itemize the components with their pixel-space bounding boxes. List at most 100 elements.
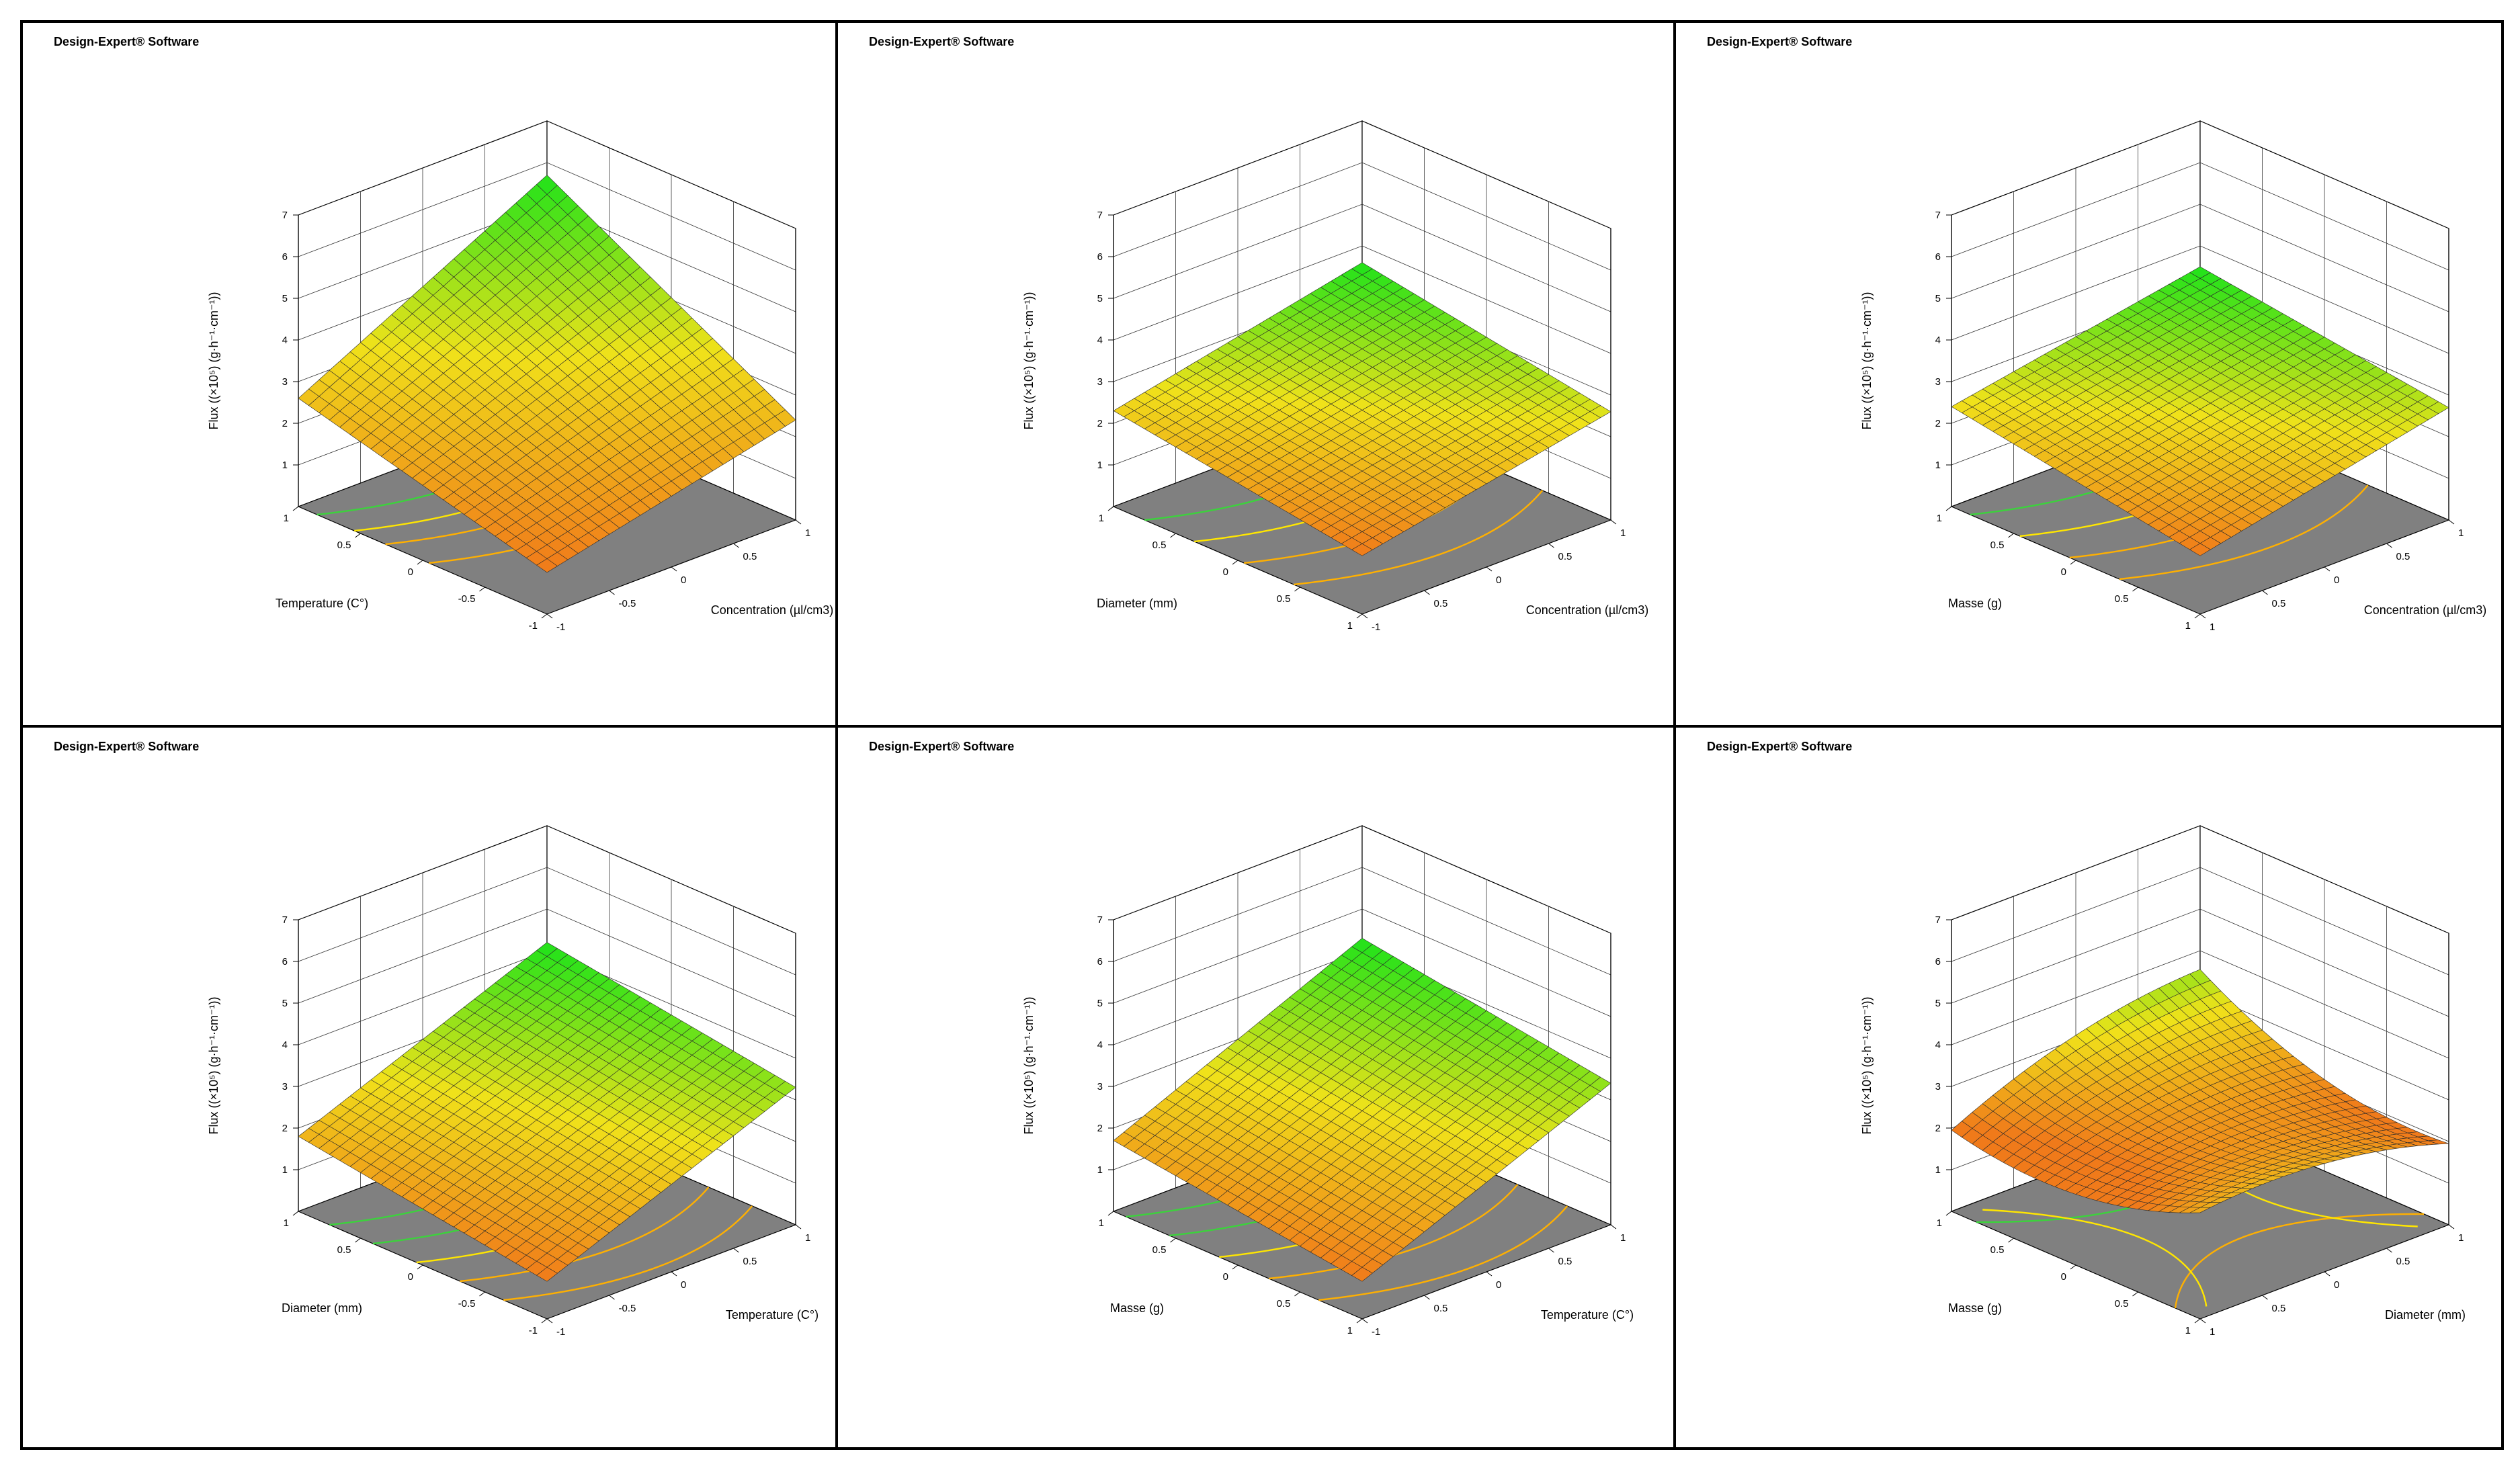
wall-gridline — [1113, 245, 1611, 354]
y-tick — [1424, 1295, 1430, 1300]
x-tick-label: 0 — [2061, 566, 2066, 578]
y-tick-label: 0.5 — [1558, 1256, 1572, 1267]
floor-contour — [2119, 484, 2369, 580]
z-tick-label: 2 — [1935, 418, 1941, 429]
x-axis-label: Masse (g) — [1110, 1301, 1164, 1315]
x-tick-label: 0.5 — [2115, 1298, 2129, 1309]
y-tick — [2386, 1248, 2392, 1253]
z-axis-label: Flux ((×10⁵) (g·h⁻¹·cm⁻¹)) — [207, 292, 220, 430]
z-tick-label: 6 — [282, 251, 288, 263]
y-tick-label: 0.5 — [2396, 551, 2410, 562]
y-tick-label: 0 — [681, 574, 686, 586]
z-tick-label: 7 — [1097, 210, 1103, 221]
chart-svg: Design-Expert® Software 1 2 3 4 5 6 7 Flux ((×10… — [869, 740, 1634, 1338]
y-tick — [1424, 590, 1430, 595]
z-tick-label: 3 — [1935, 1081, 1941, 1092]
brand-label: Design-Expert® Software — [1707, 35, 1852, 48]
response-surface — [1113, 262, 1611, 556]
wall-gridline — [1113, 908, 1611, 1017]
x-tick — [1356, 613, 1363, 619]
surface-plot-2: Design-Expert® Software 1 2 3 4 5 6 7 Flux ((×10… — [838, 23, 1648, 722]
x-tick — [1294, 1291, 1300, 1297]
chart-svg: Design-Expert® Software 1 2 3 4 5 6 7 Flux ((×10… — [54, 35, 833, 633]
chart-svg: Design-Expert® Software 1 2 3 4 5 6 7 Flux ((×10… — [1707, 35, 2486, 633]
floor-contour — [1318, 1205, 1568, 1301]
x-tick — [1232, 1264, 1238, 1270]
x-tick-label: 0.5 — [337, 540, 351, 551]
x-tick-label: 1 — [2185, 620, 2191, 632]
floor-contour — [1982, 1209, 2208, 1307]
y-axis-label: Concentration (µl/cm3) — [711, 603, 833, 617]
wall-gridline — [1951, 245, 2449, 354]
y-tick-label: 1 — [805, 527, 810, 539]
x-tick-label: 1 — [2185, 1325, 2191, 1336]
z-tick-label: 3 — [1935, 376, 1941, 388]
y-tick-label: -0.5 — [619, 598, 636, 609]
x-tick — [417, 560, 423, 565]
z-tick-label: 3 — [1097, 376, 1103, 388]
z-tick-label: 4 — [1097, 335, 1103, 346]
figure-frame — [20, 20, 2504, 1450]
wall-gridline — [1951, 950, 2449, 1059]
y-tick — [609, 1295, 615, 1300]
y-tick-label: 0.5 — [2272, 598, 2286, 609]
x-tick-label: -0.5 — [458, 1298, 476, 1309]
y-tick — [733, 1248, 739, 1253]
brand-label: Design-Expert® Software — [869, 740, 1014, 753]
y-tick-label: 1 — [1620, 527, 1626, 539]
y-tick — [1548, 1248, 1554, 1253]
response-surface — [298, 175, 796, 573]
x-tick-label: 0.5 — [1277, 1298, 1291, 1309]
x-tick-label: 1 — [1099, 513, 1104, 524]
y-tick-label: 0 — [1496, 1279, 1501, 1291]
wall-gridline — [1951, 908, 2449, 1017]
y-tick-label: 1 — [2458, 527, 2464, 539]
response-surface — [1113, 938, 1611, 1282]
z-tick-label: 4 — [1935, 335, 1941, 346]
x-tick — [1945, 506, 1952, 511]
x-tick — [1294, 587, 1300, 592]
surface-cell — [2189, 1207, 2211, 1213]
z-tick-label: 2 — [282, 418, 288, 429]
z-tick-label: 4 — [1935, 1039, 1941, 1051]
z-tick-label: 6 — [1097, 251, 1103, 263]
y-tick-label: 0.5 — [1434, 598, 1448, 609]
z-tick-label: 1 — [1097, 460, 1103, 471]
x-tick — [1107, 506, 1114, 511]
y-tick — [671, 566, 677, 572]
response-surface — [298, 942, 796, 1282]
x-axis-label: Temperature (C°) — [276, 597, 368, 610]
x-tick — [2194, 613, 2201, 619]
x-axis-label: Masse (g) — [1948, 597, 2002, 610]
x-tick-label: 0.5 — [1277, 593, 1291, 605]
z-axis-label: Flux ((×10⁵) (g·h⁻¹·cm⁻¹)) — [1022, 997, 1036, 1135]
z-tick-label: 7 — [282, 210, 288, 221]
z-tick-label: 4 — [1097, 1039, 1103, 1051]
z-tick-label: 3 — [1097, 1081, 1103, 1092]
wall-gridline — [1113, 162, 1611, 271]
y-tick-label: 1 — [805, 1232, 810, 1244]
y-tick-label: 0.5 — [743, 1256, 757, 1267]
brand-label: Design-Expert® Software — [1707, 740, 1852, 753]
x-tick-label: 1 — [284, 1217, 289, 1229]
surface-plot-6: Design-Expert® Software 1 2 3 4 5 6 7 Flux ((×10… — [1676, 728, 2486, 1426]
brand-label: Design-Expert® Software — [54, 740, 199, 753]
y-tick — [733, 543, 739, 548]
response-surface — [1951, 266, 2449, 556]
x-tick — [479, 587, 485, 592]
x-tick — [1232, 560, 1238, 565]
z-tick-label: 3 — [282, 1081, 288, 1092]
y-axis-label: Concentration (µl/cm3) — [1526, 603, 1648, 617]
y-tick — [1361, 613, 1368, 619]
x-tick-label: 0.5 — [1152, 1244, 1167, 1256]
surface-plot-3: Design-Expert® Software 1 2 3 4 5 6 7 Flux ((×10… — [1676, 23, 2486, 722]
chart-svg: Design-Expert® Software 1 2 3 4 5 6 7 Flux ((×10… — [1707, 740, 2466, 1338]
y-axis-label: Temperature (C°) — [1541, 1308, 1634, 1322]
z-tick-label: 5 — [1097, 293, 1103, 304]
y-tick-label: 0 — [1496, 574, 1501, 586]
x-tick-label: -1 — [529, 620, 538, 632]
x-tick-label: 0.5 — [2115, 593, 2129, 605]
x-tick-label: -0.5 — [458, 593, 476, 605]
panel-divider — [835, 20, 838, 1450]
x-tick — [292, 1211, 299, 1216]
